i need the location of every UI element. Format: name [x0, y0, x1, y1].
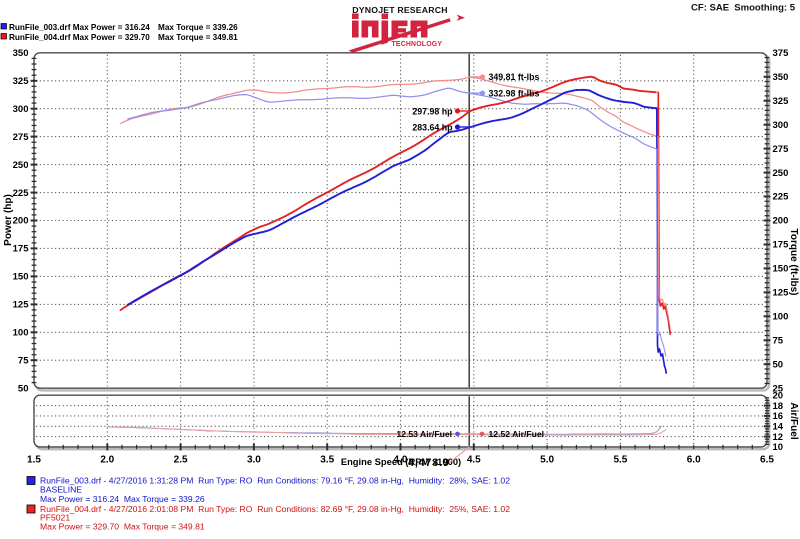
svg-text:12: 12: [773, 432, 784, 443]
svg-text:5.5: 5.5: [613, 455, 627, 466]
svg-text:3.5: 3.5: [320, 455, 334, 466]
svg-text:Air/Fuel: Air/Fuel: [788, 402, 799, 439]
svg-text:6.0: 6.0: [687, 455, 701, 466]
svg-text:125: 125: [773, 288, 790, 299]
svg-text:50: 50: [773, 359, 784, 370]
svg-text:150: 150: [773, 264, 789, 275]
svg-text:10: 10: [773, 442, 784, 453]
svg-text:CF: SAE Smoothing: 5: CF: SAE Smoothing: 5: [691, 3, 796, 14]
svg-text:300: 300: [13, 104, 29, 115]
svg-text:5.0: 5.0: [540, 455, 554, 466]
svg-text:6.5: 6.5: [760, 455, 774, 466]
svg-text:200: 200: [773, 216, 789, 227]
svg-text:375: 375: [773, 48, 790, 59]
svg-text:RunFile_003.drf Max Power = 31: RunFile_003.drf Max Power = 316.24 Max To…: [9, 23, 238, 32]
svg-text:14: 14: [773, 422, 784, 433]
svg-text:275: 275: [773, 144, 790, 155]
svg-text:18: 18: [773, 401, 784, 412]
svg-text:PF5021: PF5021: [40, 513, 70, 523]
svg-text:Torque (ft-lbs): Torque (ft-lbs): [788, 228, 799, 295]
svg-text:RunFile_004.drf - 4/27/2016 2:: RunFile_004.drf - 4/27/2016 2:01:08 PM R…: [40, 504, 510, 514]
svg-text:2.0: 2.0: [100, 455, 114, 466]
svg-text:325: 325: [773, 96, 790, 107]
svg-text:350: 350: [13, 48, 29, 59]
svg-text:50: 50: [18, 383, 29, 394]
svg-text:4.0: 4.0: [394, 455, 408, 466]
svg-text:Engine Speed (RPM x1000): Engine Speed (RPM x1000): [341, 456, 461, 467]
svg-text:2.5: 2.5: [174, 455, 188, 466]
svg-text:4,473.9: 4,473.9: [408, 457, 450, 469]
svg-text:300: 300: [773, 120, 789, 131]
svg-text:250: 250: [773, 168, 789, 179]
svg-text:RunFile_004.drf Max Power = 32: RunFile_004.drf Max Power = 329.70 Max To…: [9, 33, 238, 42]
svg-text:200: 200: [13, 216, 29, 227]
svg-text:20: 20: [773, 390, 784, 401]
svg-text:1.5: 1.5: [27, 455, 41, 466]
svg-text:RunFile_003.drf - 4/27/2016 1:: RunFile_003.drf - 4/27/2016 1:31:28 PM R…: [40, 476, 510, 486]
svg-text:150: 150: [13, 272, 29, 283]
svg-text:350: 350: [773, 72, 789, 83]
svg-text:325: 325: [13, 76, 30, 87]
svg-text:3.0: 3.0: [247, 455, 261, 466]
svg-text:175: 175: [13, 244, 30, 255]
svg-text:100: 100: [773, 312, 789, 323]
svg-text:4.5: 4.5: [467, 455, 481, 466]
svg-text:Max Power = 316.24 Max Torque: Max Power = 316.24 Max Torque = 339.26: [40, 494, 205, 504]
svg-text:Power (hp): Power (hp): [3, 194, 14, 246]
svg-text:332.98 ft-lbs: 332.98 ft-lbs: [489, 88, 540, 98]
svg-text:25: 25: [773, 383, 784, 394]
svg-text:100: 100: [13, 328, 29, 339]
svg-text:12.53 Air/Fuel: 12.53 Air/Fuel: [396, 429, 452, 439]
svg-text:TECHNOLOGY: TECHNOLOGY: [392, 41, 443, 48]
svg-text:225: 225: [773, 192, 790, 203]
svg-text:Max Power = 329.70 Max Torque: Max Power = 329.70 Max Torque = 349.81: [40, 522, 205, 532]
svg-text:75: 75: [18, 355, 29, 366]
svg-text:12.52 Air/Fuel: 12.52 Air/Fuel: [489, 429, 545, 439]
svg-text:75: 75: [773, 336, 784, 347]
svg-text:DYNOJET RESEARCH: DYNOJET RESEARCH: [352, 5, 447, 15]
svg-text:283.64 hp: 283.64 hp: [412, 122, 453, 132]
svg-text:225: 225: [13, 188, 30, 199]
svg-text:175: 175: [773, 240, 790, 251]
svg-text:275: 275: [13, 132, 30, 143]
svg-text:BASELINE: BASELINE: [40, 485, 82, 495]
svg-text:250: 250: [13, 160, 29, 171]
svg-text:349.81 ft-lbs: 349.81 ft-lbs: [489, 72, 540, 82]
svg-text:297.98 hp: 297.98 hp: [412, 106, 453, 116]
svg-text:16: 16: [773, 411, 784, 422]
svg-text:125: 125: [13, 300, 30, 311]
